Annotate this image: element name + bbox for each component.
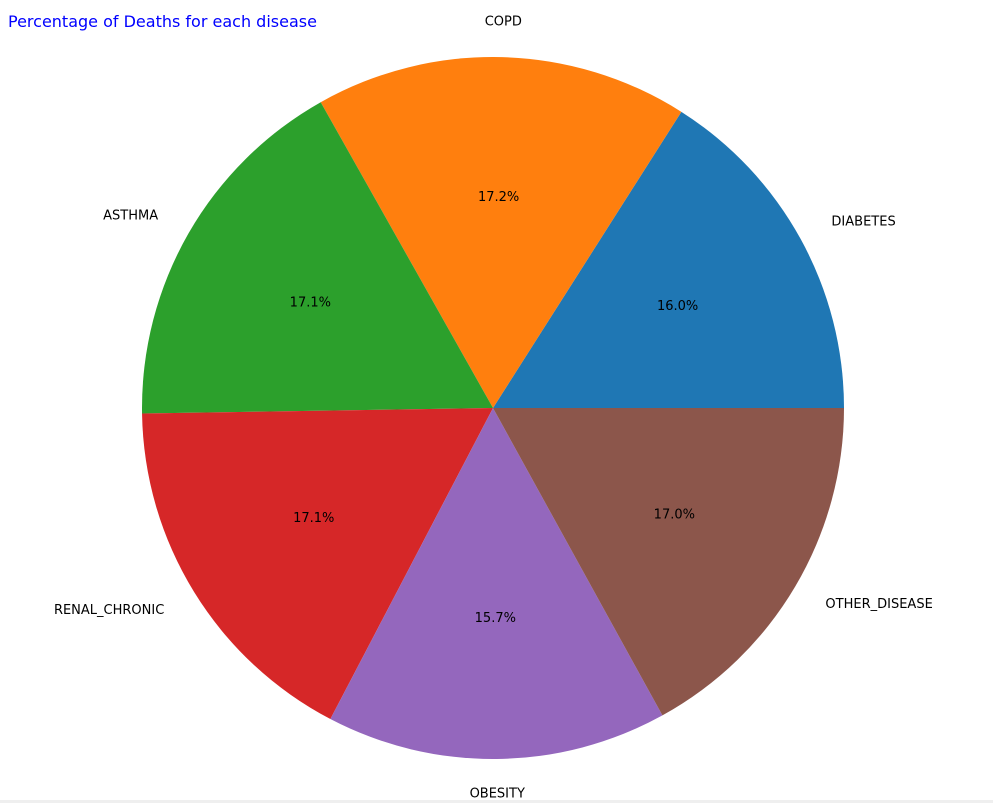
pie-slice-copd bbox=[320, 56, 682, 408]
chart-title: Percentage of Deaths for each disease bbox=[8, 12, 317, 31]
pie-slice-obesity bbox=[330, 408, 663, 759]
slice-percent-renal-chronic: 17.1% bbox=[293, 511, 334, 526]
pie-slice-diabetes bbox=[493, 111, 844, 409]
slice-label-renal-chronic: RENAL_CHRONIC bbox=[54, 603, 164, 618]
slice-label-copd: COPD bbox=[485, 15, 522, 30]
bottom-divider bbox=[0, 800, 993, 803]
slice-percent-asthma: 17.1% bbox=[290, 296, 331, 311]
slice-percent-other-disease: 17.0% bbox=[654, 508, 695, 523]
slice-label-obesity: OBESITY bbox=[470, 787, 525, 802]
slice-label-diabetes: DIABETES bbox=[831, 215, 895, 230]
pie-slice-other-disease bbox=[493, 408, 844, 716]
slice-percent-obesity: 15.7% bbox=[475, 611, 516, 626]
pie-slice-asthma bbox=[141, 102, 493, 414]
slice-percent-copd: 17.2% bbox=[478, 190, 519, 205]
slice-label-other-disease: OTHER_DISEASE bbox=[825, 597, 932, 612]
slice-percent-diabetes: 16.0% bbox=[657, 299, 698, 314]
slice-label-asthma: ASTHMA bbox=[103, 208, 158, 223]
pie-slice-renal-chronic bbox=[142, 408, 493, 720]
